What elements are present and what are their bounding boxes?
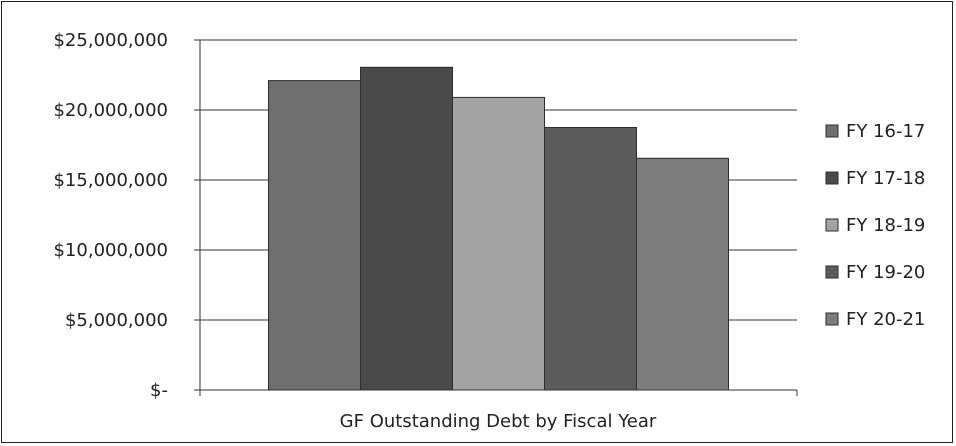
legend-swatch xyxy=(825,265,839,279)
y-tick-label: $- xyxy=(150,380,168,401)
legend-label: FY 17-18 xyxy=(846,168,925,189)
x-axis-label: GF Outstanding Debt by Fiscal Year xyxy=(340,411,657,432)
legend-label: FY 18-19 xyxy=(846,215,925,236)
y-axis-ticks: $- $5,000,000 $10,000,000 $15,000,000 $20,00… xyxy=(53,30,200,401)
legend-swatch xyxy=(825,312,839,326)
legend-swatch xyxy=(825,218,839,232)
y-tick-label: $5,000,000 xyxy=(65,310,168,331)
y-tick-label: $20,000,000 xyxy=(53,100,168,121)
bar xyxy=(360,66,453,391)
legend-label: FY 19-20 xyxy=(846,262,925,283)
axes xyxy=(199,40,798,396)
bar xyxy=(268,80,361,391)
bar xyxy=(636,157,729,391)
bars xyxy=(268,66,729,391)
bar xyxy=(544,127,637,391)
legend-swatch xyxy=(825,171,839,185)
y-tick-label: $25,000,000 xyxy=(53,30,168,51)
y-tick-label: $10,000,000 xyxy=(53,240,168,261)
legend-label: FY 20-21 xyxy=(846,309,925,330)
legend-label: FY 16-17 xyxy=(846,121,925,142)
legend: FY 16-17 FY 17-18 FY 18-19 FY 19-20 FY 20-21 xyxy=(825,121,925,330)
y-tick-label: $15,000,000 xyxy=(53,170,168,191)
legend-swatch xyxy=(825,124,839,138)
bar xyxy=(452,96,545,391)
